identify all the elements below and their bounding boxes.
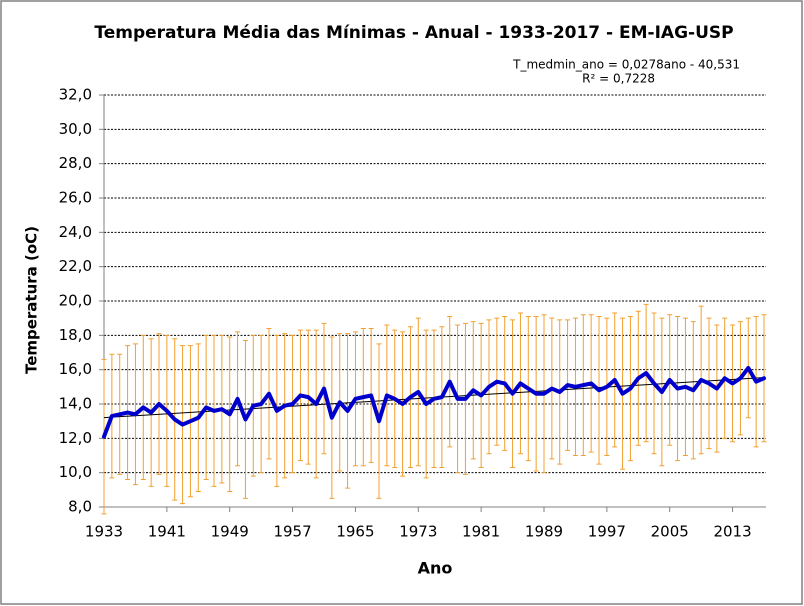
x-tick-label: 1941 [148,523,186,541]
y-tick-label: 14,0 [59,395,92,413]
y-tick-label: 12,0 [59,429,92,447]
series-line [102,365,766,439]
trend-equation: T_medmin_ano = 0,0278ano - 40,531 [512,58,740,72]
y-tick-label: 20,0 [59,292,92,310]
x-tick-label: 1989 [525,523,563,541]
x-tick-label: 2005 [651,523,689,541]
x-tick-label: 1973 [399,523,437,541]
x-tick-label: 2013 [713,523,751,541]
y-tick-label: 18,0 [59,326,92,344]
x-tick-label: 1997 [588,523,626,541]
x-tick-label: 1949 [211,523,249,541]
y-tick-label: 10,0 [59,463,92,481]
x-tick-label: 1933 [85,523,123,541]
trend-r2: R² = 0,7228 [582,72,655,86]
y-tick-label: 8,0 [68,498,92,516]
y-tick-label: 32,0 [59,86,92,104]
y-tick-label: 28,0 [59,154,92,172]
y-tick-label: 24,0 [59,223,92,241]
y-axis-label: Temperatura (oC) [23,226,41,374]
x-tick-label: 1957 [273,523,311,541]
y-tick-label: 30,0 [59,120,92,138]
y-tick-label: 26,0 [59,189,92,207]
x-tick-label: 1981 [462,523,500,541]
x-tick-label: 1965 [336,523,374,541]
x-axis-label: Ano [418,559,453,578]
y-tick-label: 22,0 [59,257,92,275]
chart-title: Temperatura Média das Mínimas - Anual - … [94,23,733,43]
y-tick-label: 16,0 [59,360,92,378]
